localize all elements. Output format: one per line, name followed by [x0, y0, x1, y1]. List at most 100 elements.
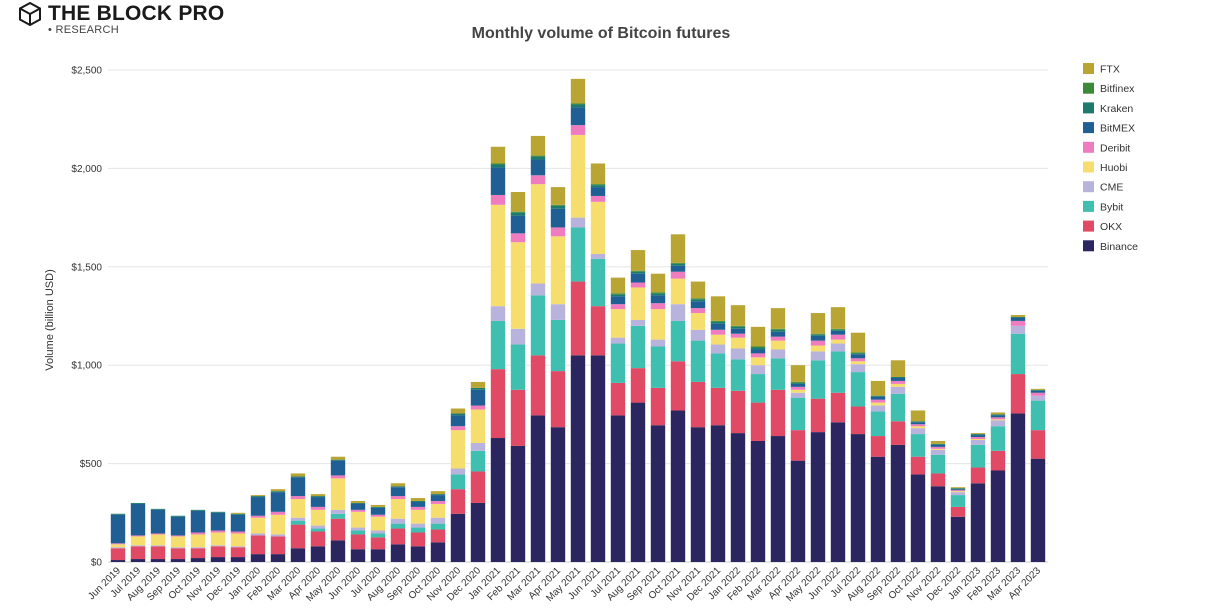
bar-segment — [770, 349, 786, 359]
bar-segment — [670, 271, 686, 279]
bar-segment — [790, 365, 806, 382]
bar-segment — [270, 536, 286, 555]
bar-segment — [990, 412, 1006, 415]
bar-segment — [830, 329, 846, 331]
bar-segment — [730, 326, 746, 329]
legend-swatch — [1083, 102, 1094, 114]
bar-segment — [870, 402, 886, 406]
bar-segment — [410, 532, 426, 547]
bar-segment — [930, 444, 946, 447]
brand-name: THE BLOCK PRO — [48, 2, 225, 25]
legend-item: BitMEX — [1083, 122, 1135, 135]
bar-segment — [830, 422, 846, 562]
bar-segment — [1030, 389, 1046, 391]
bar-segment — [430, 542, 446, 562]
bar-segment — [830, 339, 846, 344]
bar-segment — [590, 254, 606, 259]
bar-segment — [390, 486, 406, 488]
bar-segment — [710, 296, 726, 321]
legend-item: CME — [1083, 181, 1123, 194]
legend-swatch — [1083, 82, 1094, 94]
bar-segment — [670, 410, 686, 562]
y-tick-label: $1,000 — [71, 361, 102, 372]
bar-segment — [710, 320, 726, 322]
bar-segment — [450, 415, 466, 427]
legend-swatch — [1083, 181, 1094, 193]
bar-segment — [370, 507, 386, 515]
bar-segment — [290, 496, 306, 500]
bar-segment — [110, 548, 126, 561]
bar-segment — [150, 534, 166, 546]
bar-segment — [730, 433, 746, 562]
bar-segment — [530, 156, 546, 160]
bar-segment — [930, 443, 946, 445]
bar-segment — [230, 546, 246, 548]
bar-segment — [430, 500, 446, 504]
y-tick-label: $2,500 — [71, 66, 102, 77]
bar-segment — [290, 520, 306, 525]
bar-segment — [590, 258, 606, 307]
bar-segment — [850, 352, 866, 354]
bar-segment — [230, 513, 246, 515]
bar-segment — [1010, 374, 1026, 414]
bar-segment — [770, 336, 786, 341]
bar-segment — [230, 512, 246, 514]
bar-segment — [750, 353, 766, 358]
bar-segment — [590, 184, 606, 186]
bar-segment — [330, 460, 346, 476]
legend-label: Bybit — [1100, 201, 1123, 213]
bar-segment — [770, 358, 786, 390]
bar-segment — [750, 374, 766, 403]
bar-segment — [930, 454, 946, 474]
bar-segment — [990, 414, 1006, 416]
bar-segment — [370, 506, 386, 508]
bar-segment — [170, 536, 186, 548]
bar-segment — [270, 514, 286, 535]
bar-segment — [730, 328, 746, 334]
bar-segment — [250, 495, 266, 497]
bar-segment — [390, 499, 406, 519]
bar-segment — [690, 281, 706, 299]
bar-segment — [650, 346, 666, 388]
bar-segment — [470, 450, 486, 472]
bar-segment — [1030, 392, 1046, 396]
bar-segment — [390, 523, 406, 529]
bar-segment — [290, 524, 306, 549]
bar-segment — [610, 309, 626, 338]
bar-segment — [510, 389, 526, 446]
bar-segment — [330, 513, 346, 519]
bar-segment — [250, 515, 266, 518]
bar-segment — [830, 328, 846, 330]
bar-segment — [630, 287, 646, 320]
bar-segment — [510, 445, 526, 562]
bar-segment — [1030, 400, 1046, 431]
bar-segment — [570, 217, 586, 228]
bar-segment — [390, 528, 406, 545]
y-tick-label: $1,500 — [71, 262, 102, 273]
bar-segment — [210, 546, 226, 558]
bar-segment — [690, 427, 706, 562]
bar-segment — [150, 509, 166, 534]
legend-label: OKX — [1100, 221, 1122, 233]
bar-segment — [930, 440, 946, 444]
bar-segment — [510, 328, 526, 345]
bar-segment — [650, 292, 666, 294]
bar-segment — [610, 294, 626, 297]
bar-segment — [190, 532, 206, 535]
bar-segment — [570, 355, 586, 562]
bar-segment — [870, 396, 886, 400]
bar-segment — [470, 405, 486, 410]
bar-segment — [870, 380, 886, 396]
bar-segment — [450, 468, 466, 475]
bar-segment — [990, 426, 1006, 451]
bar-segment — [570, 227, 586, 282]
bar-segment — [450, 408, 466, 414]
bar-segment — [490, 438, 506, 562]
bar-segment — [970, 437, 986, 439]
bar-segment — [730, 325, 746, 327]
bar-segment — [1030, 390, 1046, 393]
bar-segment — [170, 516, 186, 536]
bar-segment — [210, 512, 226, 531]
legend-item: Kraken — [1083, 102, 1133, 115]
legend-swatch — [1083, 220, 1094, 232]
